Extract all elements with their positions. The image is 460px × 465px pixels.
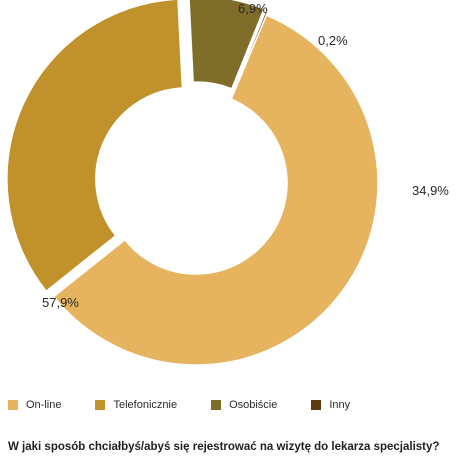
- data-label-inny: 0,2%: [318, 33, 348, 48]
- slice-osobiscie: [188, 0, 266, 90]
- legend-item-online: On-line: [8, 399, 61, 411]
- chart-legend: On-line Telefonicznie Osobiście Inny: [8, 399, 350, 411]
- legend-swatch-osobiscie: [211, 400, 222, 410]
- slice-online: [52, 14, 379, 366]
- data-label-osobiscie: 6,9%: [238, 1, 268, 16]
- legend-swatch-inny: [311, 400, 322, 410]
- legend-item-inny: Inny: [311, 399, 350, 411]
- slice-inny: [232, 10, 269, 91]
- legend-item-telefonicznie: Telefonicznie: [95, 399, 177, 411]
- legend-swatch-online: [8, 400, 18, 410]
- data-label-online: 57,9%: [42, 295, 79, 310]
- legend-label-online: On-line: [26, 399, 62, 411]
- data-label-telefonicznie: 34,9%: [412, 183, 449, 198]
- legend-swatch-telefonicznie: [95, 400, 106, 410]
- slice-telefonicznie: [6, 0, 184, 293]
- legend-label-inny: Inny: [329, 399, 351, 411]
- donut-chart: 57,9% 34,9% 6,9% 0,2%: [6, 0, 449, 366]
- legend-label-osobiscie: Osobiście: [229, 399, 278, 411]
- legend-label-telefonicznie: Telefonicznie: [113, 399, 178, 411]
- survey-question: W jaki sposób chciałbyś/abyś się rejestr…: [8, 441, 440, 453]
- legend-item-osobiscie: Osobiście: [211, 399, 277, 411]
